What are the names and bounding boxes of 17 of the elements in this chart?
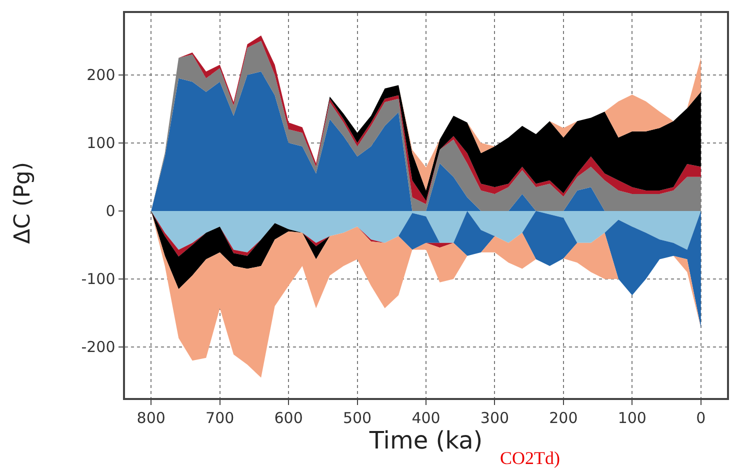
- x-tick-label: 400: [412, 408, 440, 427]
- y-axis-title: ΔC (Pg): [10, 162, 36, 244]
- y-tick-label: -100: [81, 270, 116, 288]
- x-tick-label: 500: [342, 408, 372, 427]
- text: CO2Td): [500, 448, 560, 468]
- x-tick-label: 800: [136, 408, 166, 427]
- y-tick-label: 200: [86, 66, 116, 84]
- y-tick-label: 100: [86, 134, 116, 152]
- x-tick-label: 200: [549, 408, 578, 427]
- y-tick-label: 0: [106, 202, 116, 220]
- x-tick-label: 0: [696, 408, 706, 427]
- x-tick-label: 700: [206, 408, 234, 427]
- x-tick-label: 600: [274, 408, 303, 427]
- x-axis-title: Time (ka): [368, 426, 483, 455]
- x-tick-label: 100: [618, 408, 646, 427]
- x-tick-label: 300: [480, 408, 510, 427]
- y-tick-label: -200: [81, 338, 116, 356]
